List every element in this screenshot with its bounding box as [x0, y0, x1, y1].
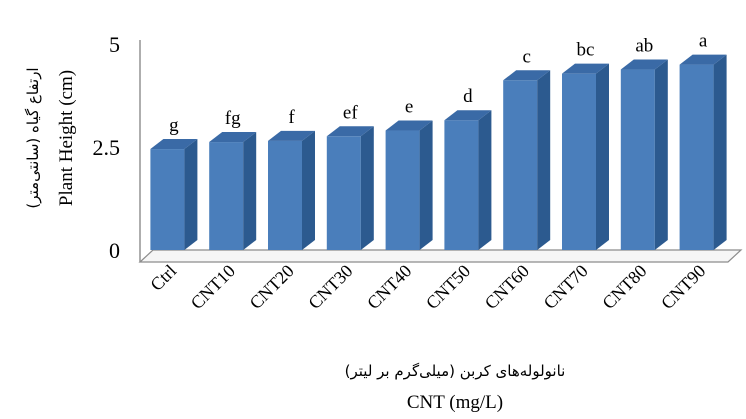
x-tick-label: Ctrl — [146, 261, 180, 295]
bar — [679, 54, 727, 250]
bar-side — [184, 139, 198, 250]
significance-letter: d — [463, 86, 473, 107]
bar — [562, 63, 609, 250]
bar-front — [562, 73, 596, 250]
significance-letter: bc — [577, 40, 595, 61]
x-tick-label: CNT10 — [187, 261, 239, 313]
bar-side — [654, 59, 668, 250]
bar-top — [209, 132, 257, 143]
bar-side — [419, 120, 433, 251]
x-tick-label: CNT60 — [481, 261, 533, 313]
y-axis-title-persian: ارتفاع گیاه (سانتی‌متر) — [24, 67, 42, 208]
bar-top — [268, 130, 315, 141]
bar-front — [679, 64, 714, 250]
y-axis-title: Plant Height (cm) — [56, 70, 77, 206]
bar-series — [150, 54, 727, 251]
x-tick-label: CNT30 — [304, 261, 356, 313]
bar-side — [360, 126, 374, 250]
bar — [150, 139, 198, 250]
bar-side — [243, 132, 257, 250]
bar — [620, 59, 668, 250]
significance-letter: c — [522, 46, 530, 67]
x-tick-label: CNT50 — [422, 261, 474, 313]
bar — [385, 120, 433, 251]
bar-top — [326, 126, 374, 137]
x-axis-title: CNT (mg/L) — [407, 392, 503, 413]
bar-front — [503, 80, 538, 250]
x-tick-label: CNT80 — [598, 261, 650, 313]
significance-letter: g — [169, 115, 179, 136]
bar — [503, 70, 551, 250]
significance-letter: ef — [343, 102, 358, 123]
bar-top — [679, 54, 727, 65]
y-tick-label: 5 — [109, 32, 120, 57]
bar-top — [562, 63, 609, 74]
x-tick-labels: Ctrl CNT10 CNT20 CNT30 CNT40 CNT50 CNT60 CNT70 C… — [146, 261, 709, 313]
y-tick-label: 2.5 — [93, 135, 121, 160]
x-axis-title-persian: نانولوله‌های کربن (میلی‌گرم بر لیتر) — [345, 362, 566, 380]
x-tick-label: CNT70 — [540, 261, 592, 313]
bar-side — [537, 70, 551, 250]
bar-top — [503, 70, 551, 81]
significance-letters: g fg f ef e d c bc ab a — [169, 31, 708, 136]
x-tick-label: CNT90 — [657, 261, 709, 313]
significance-letter: a — [699, 31, 708, 52]
significance-letter: fg — [225, 108, 241, 129]
bar-front — [385, 130, 420, 250]
bar-front — [209, 142, 244, 250]
bar-front — [620, 69, 655, 250]
y-tick-labels: 02.55 — [93, 32, 121, 263]
bar-side — [596, 63, 609, 250]
bar — [209, 132, 257, 250]
x-tick-label: CNT40 — [363, 261, 415, 313]
bar-front — [268, 140, 302, 250]
bar-side — [478, 110, 492, 250]
significance-letter: f — [288, 107, 295, 128]
bar-front — [326, 136, 361, 250]
bar — [326, 126, 374, 250]
bar-side — [302, 130, 315, 250]
bar-front — [150, 149, 185, 250]
bar-front — [444, 120, 479, 250]
bar — [268, 130, 315, 250]
bar-side — [713, 54, 727, 250]
significance-letter: e — [405, 97, 413, 118]
x-tick-label: CNT20 — [246, 261, 298, 313]
chart-floor — [138, 249, 743, 263]
floor-plane — [138, 249, 743, 263]
bar — [444, 110, 492, 250]
bar-top — [150, 139, 198, 150]
bar-top — [444, 110, 492, 121]
y-tick-label: 0 — [109, 238, 120, 263]
significance-letter: ab — [635, 36, 653, 57]
bar-top — [620, 59, 668, 70]
bar-top — [385, 120, 433, 131]
